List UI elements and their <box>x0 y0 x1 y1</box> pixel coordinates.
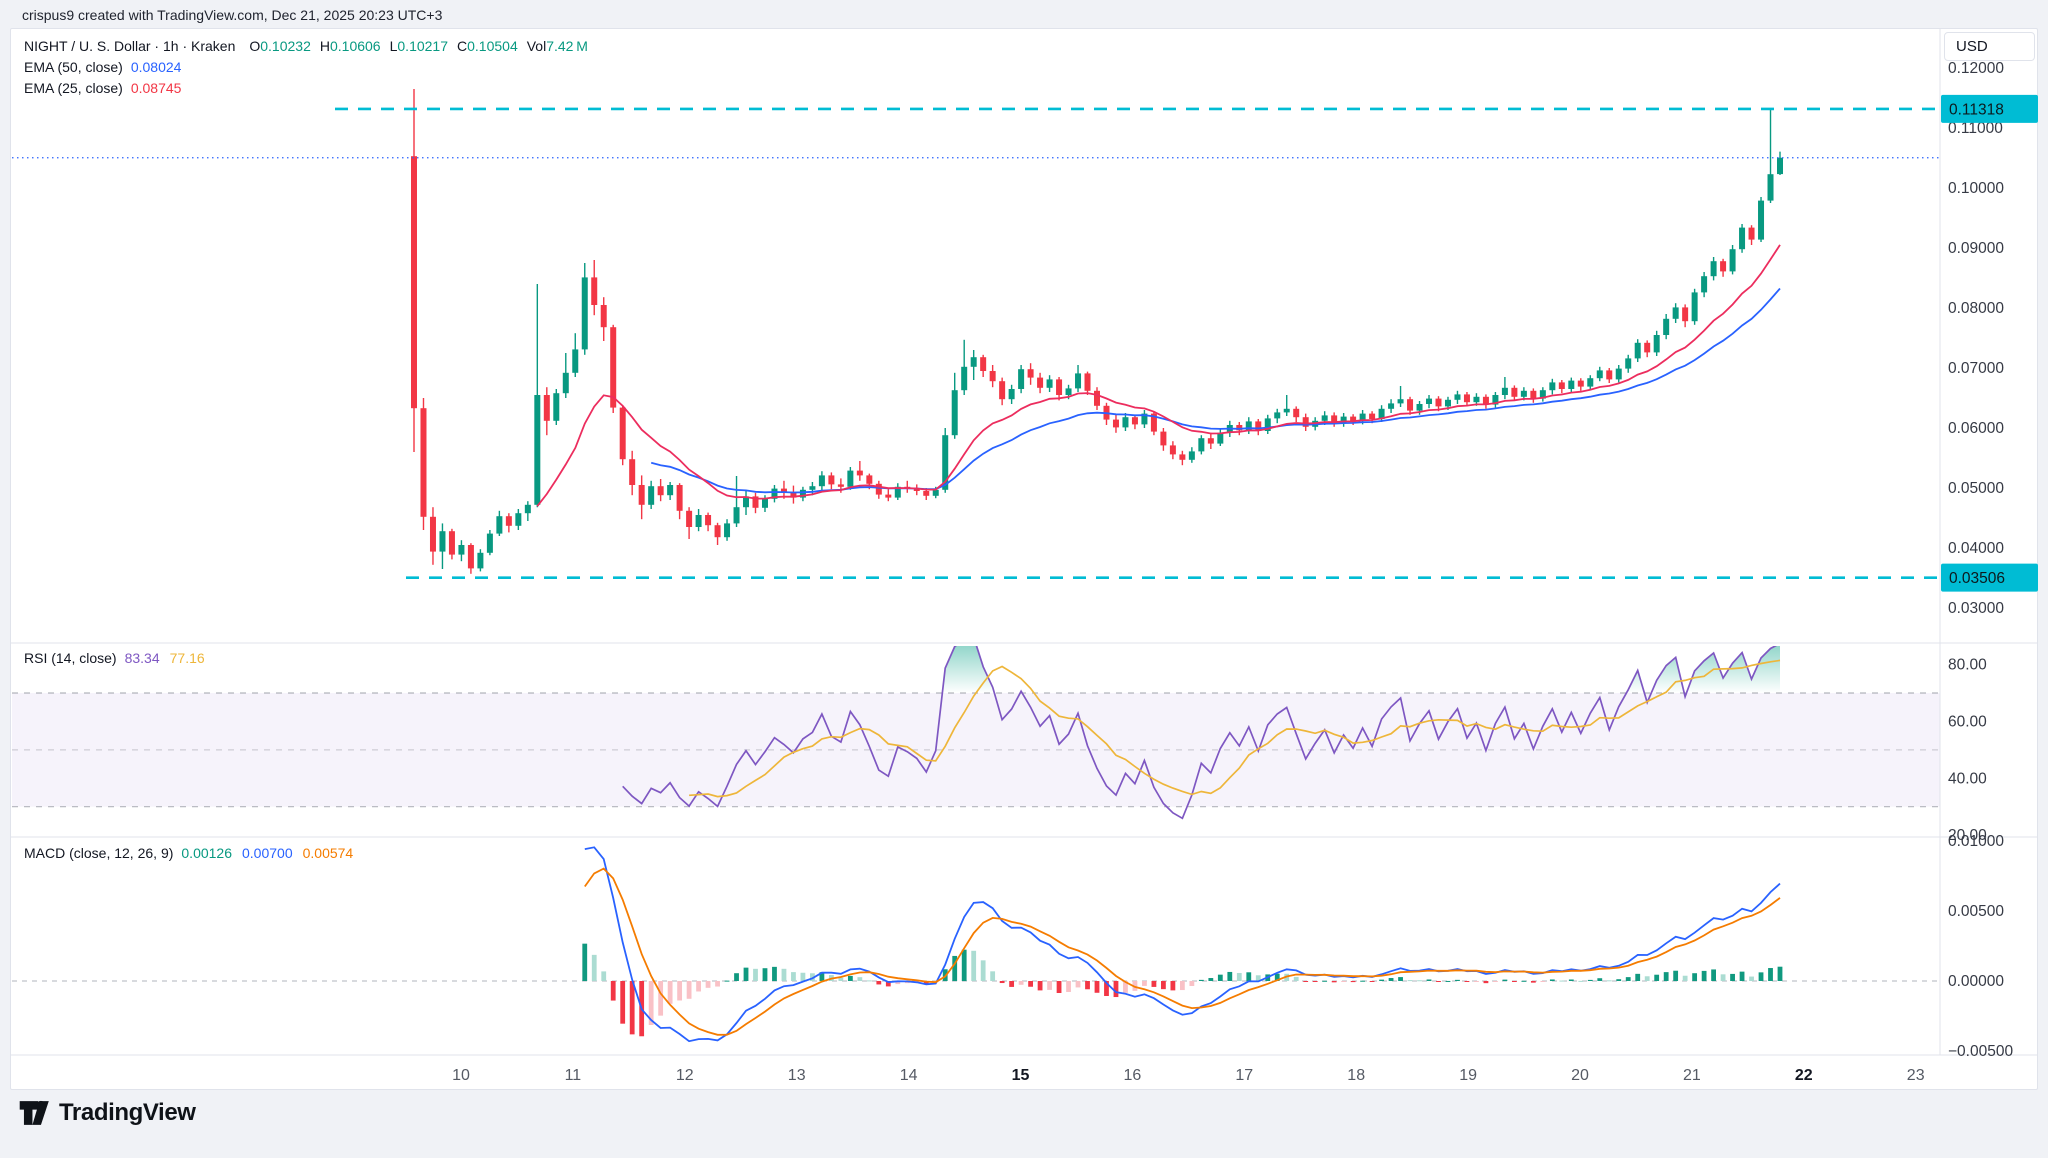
ema25-value: 0.08745 <box>130 80 182 96</box>
price-axis[interactable]: 0.12000 0.11000 0.10000 0.09000 0.08000 0.070… <box>1941 60 2038 1060</box>
rsi-band <box>12 692 1940 808</box>
svg-text:21: 21 <box>1683 1067 1701 1084</box>
svg-text:0.08000: 0.08000 <box>1948 300 2004 317</box>
svg-text:0.10000: 0.10000 <box>1948 180 2004 197</box>
svg-text:18: 18 <box>1347 1067 1365 1084</box>
svg-text:60.00: 60.00 <box>1948 713 1987 730</box>
macd-pane-legend: MACD (close, 12, 26, 9) 0.00126 0.00700 0.0… <box>24 845 353 861</box>
svg-text:0.03000: 0.03000 <box>1948 600 2004 617</box>
ema25-label[interactable]: EMA (25, close) <box>24 80 123 96</box>
axis-currency-label: USD <box>1944 32 2035 61</box>
rsi-overbought-fill <box>622 646 1780 693</box>
attribution-text: crispus9 created with TradingView.com, D… <box>22 7 443 23</box>
svg-text:0.12000: 0.12000 <box>1948 60 2004 77</box>
tradingview-logo-icon <box>19 1100 49 1125</box>
svg-text:22: 22 <box>1795 1067 1813 1084</box>
svg-text:23: 23 <box>1907 1067 1925 1084</box>
svg-text:0.07000: 0.07000 <box>1948 360 2004 377</box>
ema50-label[interactable]: EMA (50, close) <box>24 59 123 75</box>
price-level-badge <box>1941 563 2038 592</box>
open-value: 0.10232 <box>260 38 311 54</box>
macd-signal-value: 0.00574 <box>302 845 354 861</box>
svg-text:0.09000: 0.09000 <box>1948 240 2004 257</box>
pane-separators <box>10 28 2038 1056</box>
symbol-title[interactable]: NIGHT / U. S. Dollar · 1h · Kraken <box>24 38 236 54</box>
rsi-line <box>622 646 1778 820</box>
svg-text:10: 10 <box>452 1067 470 1084</box>
chart-canvas[interactable]: 0.12000 0.11000 0.10000 0.09000 0.08000 0.070… <box>10 28 2038 1090</box>
svg-text:0.00000: 0.00000 <box>1948 973 2004 990</box>
price-pane-legend: NIGHT / U. S. Dollar · 1h · Kraken O0.102… <box>24 36 588 99</box>
svg-text:0.11318: 0.11318 <box>1949 101 2004 118</box>
svg-text:0.06000: 0.06000 <box>1948 420 2004 437</box>
ema-lines <box>536 244 1781 507</box>
rsi-ma-line <box>689 659 1781 798</box>
svg-text:15: 15 <box>1012 1067 1030 1084</box>
rsi-pane-legend: RSI (14, close) 83.34 77.16 <box>24 650 205 666</box>
macd-hist-value: 0.00126 <box>181 845 232 861</box>
rsi-plot[interactable] <box>622 637 1781 820</box>
rsi-value: 83.34 <box>124 650 160 666</box>
rsi-ma-value: 77.16 <box>169 650 205 666</box>
close-value: 0.10504 <box>467 38 518 54</box>
svg-text:−0.00500: −0.00500 <box>1948 1043 2013 1060</box>
low-label: L <box>389 38 398 54</box>
svg-text:13: 13 <box>788 1067 806 1084</box>
ema50-value: 0.08024 <box>130 59 182 75</box>
macd-line-value: 0.00700 <box>242 845 293 861</box>
svg-text:0.00500: 0.00500 <box>1948 903 2004 920</box>
candles-layer[interactable] <box>411 89 1783 574</box>
svg-text:14: 14 <box>900 1067 918 1084</box>
chart-widget <box>10 28 2038 1090</box>
svg-text:40.00: 40.00 <box>1948 770 1987 787</box>
tradingview-wordmark: TradingView <box>59 1099 196 1126</box>
svg-text:0.11000: 0.11000 <box>1948 120 2003 137</box>
macd-label[interactable]: MACD (close, 12, 26, 9) <box>24 845 174 861</box>
svg-text:80.00: 80.00 <box>1948 657 1987 674</box>
price-level-badge <box>1941 94 2038 123</box>
high-value: 0.10606 <box>329 38 381 54</box>
close-label: C <box>457 38 468 54</box>
svg-text:0.04000: 0.04000 <box>1948 540 2004 557</box>
high-label: H <box>319 38 330 54</box>
macd-signal-line <box>584 867 1781 1036</box>
time-axis[interactable]: 10 11 12 13 14 15 16 17 18 19 20 21 22 23 <box>452 1067 1925 1084</box>
open-label: O <box>249 38 261 54</box>
svg-text:19: 19 <box>1459 1067 1477 1084</box>
svg-text:0.05000: 0.05000 <box>1948 480 2004 497</box>
volume-value: 7.42 M <box>546 38 588 54</box>
svg-text:20: 20 <box>1571 1067 1589 1084</box>
svg-text:12: 12 <box>676 1067 694 1084</box>
macd-plot[interactable] <box>12 846 1940 1043</box>
svg-text:11: 11 <box>565 1067 582 1084</box>
low-value: 0.10217 <box>397 38 448 54</box>
price-level-lines[interactable] <box>12 107 1940 579</box>
svg-text:20.00: 20.00 <box>1948 827 1987 844</box>
svg-text:17: 17 <box>1235 1067 1253 1084</box>
svg-text:16: 16 <box>1124 1067 1142 1084</box>
svg-text:0.03506: 0.03506 <box>1949 570 2005 587</box>
tradingview-logo[interactable]: TradingView <box>18 1098 196 1128</box>
svg-text:0.01000: 0.01000 <box>1948 833 2004 850</box>
volume-label: Vol <box>526 38 547 54</box>
rsi-label[interactable]: RSI (14, close) <box>24 650 117 666</box>
